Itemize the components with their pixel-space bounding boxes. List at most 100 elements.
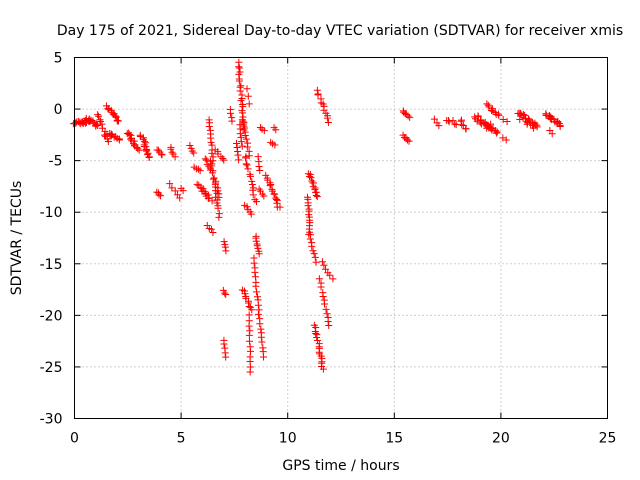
data-point [243, 85, 251, 93]
data-point [241, 131, 249, 139]
data-point [445, 118, 453, 126]
data-point [546, 115, 554, 123]
data-point [171, 153, 179, 161]
data-point [239, 103, 247, 111]
data-point [194, 165, 202, 173]
data-point [176, 194, 184, 202]
data-point [111, 112, 119, 120]
data-point [186, 142, 194, 150]
data-point [193, 180, 201, 188]
data-point [533, 123, 541, 131]
data-point [245, 311, 253, 319]
data-point [208, 149, 216, 157]
data-point [154, 146, 162, 154]
x-tick-label: 0 [70, 431, 79, 447]
data-point [112, 113, 120, 121]
data-point [260, 192, 268, 200]
x-tick-label: 5 [177, 431, 186, 447]
data-point [435, 122, 443, 130]
data-point [257, 325, 265, 333]
data-point [250, 259, 258, 267]
data-point [208, 169, 216, 177]
data-point [220, 340, 228, 348]
data-point [248, 306, 256, 314]
data-point [246, 172, 254, 180]
data-point [208, 162, 216, 170]
data-point [190, 149, 198, 157]
data-point [276, 203, 284, 211]
data-point [305, 230, 313, 238]
data-point [215, 213, 223, 221]
data-point [179, 187, 187, 195]
data-point [104, 137, 112, 145]
data-point [235, 77, 243, 85]
data-point [221, 243, 229, 251]
y-tick-label: -5 [49, 154, 63, 170]
data-point [158, 151, 166, 159]
data-point [268, 185, 276, 193]
data-point [245, 322, 253, 330]
data-point [222, 290, 230, 298]
data-point [323, 114, 331, 122]
data-point [320, 300, 328, 308]
data-point [249, 191, 257, 199]
data-point [309, 247, 317, 255]
data-point [210, 174, 218, 182]
data-point [110, 133, 118, 141]
data-point [205, 194, 213, 202]
data-point [236, 87, 244, 95]
data-point [238, 116, 246, 124]
y-tick-label: -30 [40, 412, 63, 428]
data-point [235, 156, 243, 164]
data-point [258, 338, 266, 346]
data-point [311, 253, 319, 261]
data-point [166, 180, 174, 188]
data-point [222, 247, 230, 255]
data-point [476, 116, 484, 124]
data-point [495, 111, 503, 119]
data-point [235, 63, 243, 71]
data-point [406, 113, 414, 121]
plot-frame [74, 57, 608, 419]
data-point [95, 112, 103, 120]
data-point [312, 258, 320, 266]
data-point [309, 182, 317, 190]
data-point [203, 156, 211, 164]
data-point [502, 136, 510, 144]
data-point [307, 174, 315, 182]
y-tick-label: 0 [54, 102, 63, 118]
data-point [492, 129, 500, 137]
data-point [204, 194, 212, 202]
data-point [312, 330, 320, 338]
data-point [244, 165, 252, 173]
data-point [493, 128, 501, 136]
chart-title: Day 175 of 2021, Sidereal Day-to-day VTE… [57, 23, 623, 39]
data-point [258, 190, 266, 198]
data-point [260, 353, 268, 361]
y-tick-label: 5 [54, 51, 63, 67]
data-point [242, 160, 250, 168]
data-point [226, 109, 234, 117]
data-point [260, 127, 268, 135]
data-point [245, 337, 253, 345]
data-point [528, 118, 536, 126]
data-point [209, 228, 217, 236]
data-point [313, 193, 321, 201]
data-point [145, 153, 153, 161]
data-point [214, 187, 222, 195]
data-point [545, 112, 553, 120]
data-point [319, 365, 327, 373]
data-point [251, 268, 259, 276]
data-point [205, 122, 213, 130]
data-point [143, 146, 151, 154]
data-point [270, 190, 278, 198]
data-point [196, 167, 204, 175]
data-point [233, 140, 241, 148]
data-point [449, 117, 457, 125]
data-point [314, 91, 322, 99]
data-point [254, 301, 262, 309]
data-points [69, 58, 564, 376]
data-point [323, 310, 331, 318]
y-tick-labels: 5 0 -5 -10 -15 -20 -25 -30 [40, 51, 63, 428]
data-point [325, 322, 333, 330]
